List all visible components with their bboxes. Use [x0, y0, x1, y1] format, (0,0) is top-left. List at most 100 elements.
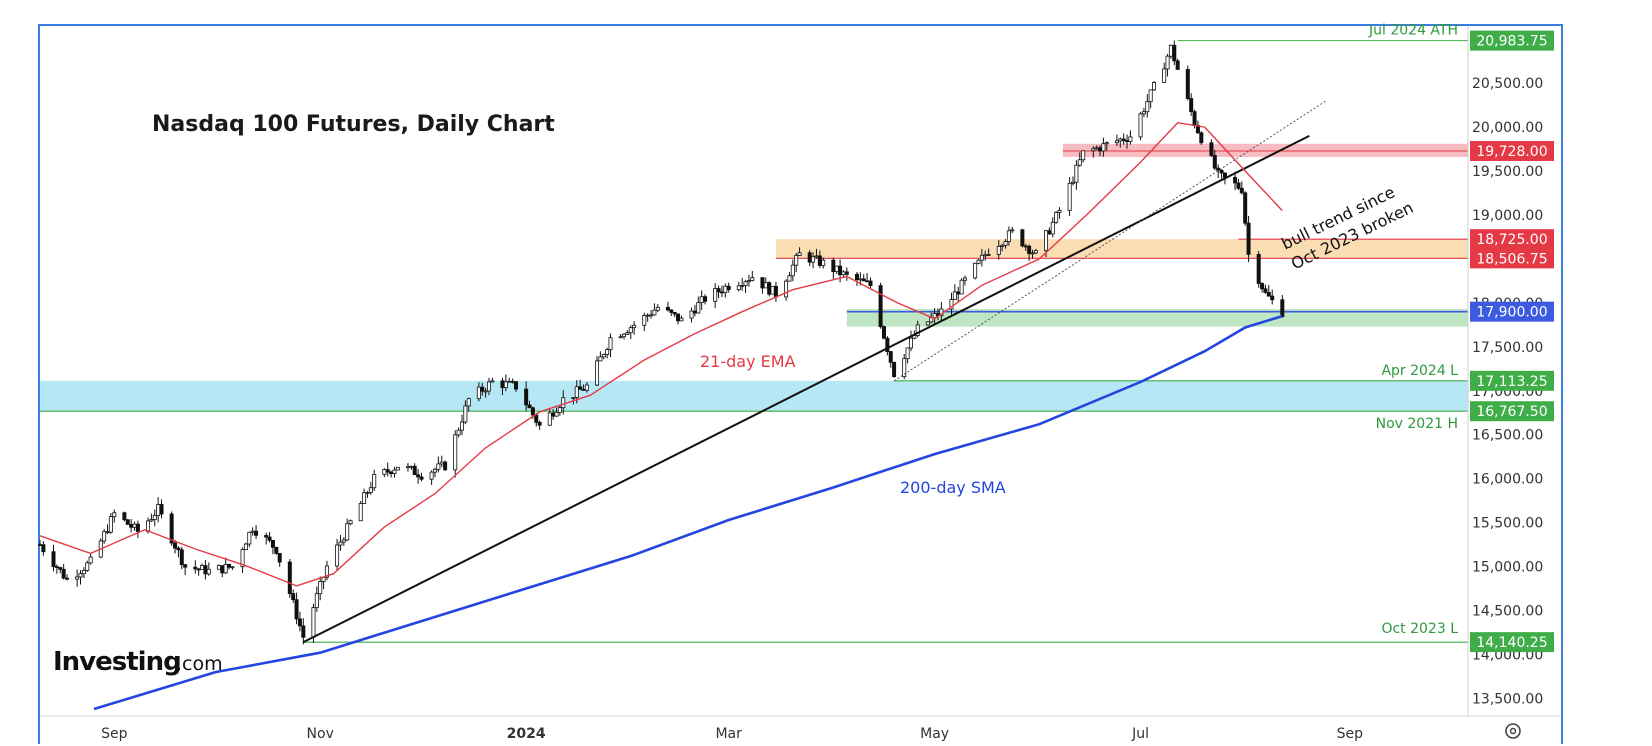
candle-body [382, 469, 387, 475]
candle-body [429, 471, 434, 480]
candle-body [439, 461, 444, 465]
candle-body [1054, 212, 1059, 223]
candle-body [760, 277, 765, 289]
candle-body [1074, 164, 1079, 183]
candle-body [1239, 187, 1244, 194]
candle-body [480, 386, 485, 392]
candle-body [51, 551, 56, 568]
candle-body [773, 285, 778, 298]
price-badge-text: 14,140.25 [1476, 635, 1547, 651]
x-tick-label: Sep [1337, 726, 1364, 742]
candle-body [368, 487, 373, 493]
candle-body [743, 281, 748, 286]
candle-body [983, 254, 988, 257]
candle-body [277, 552, 282, 563]
candle-body [385, 469, 390, 473]
candle-body [854, 273, 859, 281]
candle-body [436, 463, 441, 470]
level-lines: Jul 2024 ATH Apr 2024 L Nov 2021 H Oct 2023… [40, 23, 1468, 643]
candle-body [338, 541, 343, 546]
candle-body [915, 324, 920, 336]
zone-red-resistance [1062, 143, 1468, 157]
candle-body [453, 434, 458, 471]
candle-body [220, 565, 225, 574]
candle-body [125, 519, 130, 525]
candle-body [1145, 101, 1150, 113]
level-label: Oct 2023 L [1381, 621, 1458, 637]
candle-body [665, 306, 670, 311]
candle-body [1168, 44, 1173, 57]
candle-body [287, 561, 292, 594]
gear-icon[interactable] [1505, 723, 1521, 739]
candle-body [250, 530, 255, 533]
candle-body [669, 309, 674, 313]
candle-body [159, 504, 164, 515]
candle-body [1246, 222, 1251, 255]
candle-body [949, 299, 954, 310]
candle-body [787, 275, 792, 282]
candle-body [1270, 295, 1275, 301]
candle-body [1162, 68, 1167, 83]
candle-body [490, 380, 495, 383]
level-label: Nov 2021 H [1376, 416, 1458, 432]
ema21-line [39, 121, 1283, 587]
candle-body [1104, 142, 1109, 145]
zone-orange-zone [775, 239, 1468, 259]
x-tick-label: Mar [715, 726, 742, 742]
candle-body [392, 469, 397, 475]
candle-body [713, 288, 718, 302]
y-tick-label: 16,500.00 [1472, 428, 1543, 444]
candle-body [1152, 82, 1157, 91]
candle-body [1128, 136, 1133, 142]
candle-body [601, 354, 606, 358]
candle-body [794, 255, 799, 266]
candle-body [112, 512, 117, 518]
candle-body [1027, 245, 1032, 254]
y-tick-label: 17,500.00 [1472, 340, 1543, 356]
candle-body [821, 259, 826, 266]
candle-body [831, 259, 836, 273]
price-badge-text: 18,506.75 [1476, 251, 1547, 267]
candle-body [689, 310, 694, 319]
candle-body [1118, 138, 1123, 142]
candle-body [1185, 69, 1190, 99]
candle-body [952, 291, 957, 300]
candle-body [885, 337, 890, 352]
candle-body [557, 407, 562, 413]
candle-body [230, 566, 235, 569]
candle-body [719, 291, 724, 294]
price-badge [1470, 140, 1554, 161]
candle-body [416, 474, 421, 478]
candle-body [169, 513, 174, 544]
candle-body [240, 549, 245, 568]
price-badge [1470, 301, 1554, 322]
candle-body [1077, 159, 1082, 166]
price-badge [1470, 248, 1554, 269]
candle-body [1057, 210, 1062, 213]
candle-body [676, 313, 681, 322]
candle-body [1081, 150, 1086, 161]
candle-body [291, 593, 296, 601]
candle-body [797, 252, 802, 256]
trendline [302, 134, 1310, 644]
candle-body [345, 523, 350, 541]
candle-body [510, 380, 515, 383]
candle-body [881, 326, 886, 339]
zone-green-zone [846, 309, 1468, 327]
candle-body [341, 539, 346, 543]
price-badge [1470, 370, 1554, 391]
candle-body [790, 264, 795, 277]
candle-body [652, 309, 657, 316]
candle-body [1209, 142, 1214, 156]
candle-body [844, 271, 849, 275]
candle-body [1125, 140, 1130, 142]
candle-body [696, 302, 701, 314]
candle-body [979, 254, 984, 261]
candle-body [270, 540, 275, 548]
candle-body [301, 625, 306, 638]
candle-body [358, 503, 363, 522]
candle-body [551, 412, 556, 417]
candle-body [1236, 182, 1241, 189]
candle-body [716, 288, 721, 293]
